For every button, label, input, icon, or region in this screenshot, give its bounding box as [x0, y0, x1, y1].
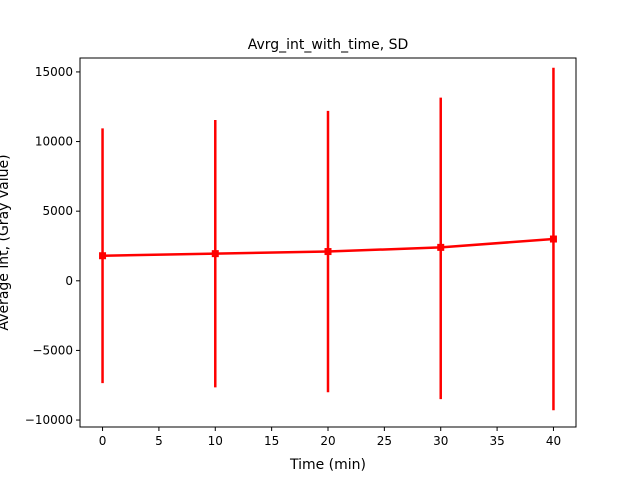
x-tick-label: 0 [99, 434, 107, 448]
y-tick-label: 15000 [35, 65, 73, 79]
x-tick-label: 5 [155, 434, 163, 448]
x-tick-label: 25 [377, 434, 392, 448]
y-tick-label: −10000 [25, 413, 73, 427]
data-point [549, 235, 557, 243]
data-point [99, 252, 107, 260]
y-tick-label: 0 [65, 274, 73, 288]
x-tick-label: 10 [208, 434, 223, 448]
x-axis-ticks: 0 5 10 15 20 25 30 35 40 [99, 427, 561, 448]
data-point [437, 243, 445, 251]
x-tick-label: 15 [264, 434, 279, 448]
series-layer [99, 67, 557, 411]
chart-title: Avrg_int_with_time, SD [248, 37, 409, 53]
x-tick-label: 20 [320, 434, 335, 448]
data-point [324, 248, 332, 256]
y-tick-label: 5000 [42, 204, 73, 218]
plot-frame [79, 57, 577, 428]
x-tick-label: 35 [489, 434, 504, 448]
y-axis-ticks: −10000 −5000 0 5000 10000 15000 [25, 65, 80, 427]
x-tick-label: 40 [546, 434, 561, 448]
y-axis-label: Average int, (Gray value) [0, 154, 12, 330]
y-tick-label: −5000 [32, 343, 73, 357]
data-point [211, 250, 219, 258]
x-tick-label: 30 [433, 434, 448, 448]
y-tick-label: 10000 [35, 135, 73, 149]
x-axis-label: Time (min) [289, 457, 366, 473]
